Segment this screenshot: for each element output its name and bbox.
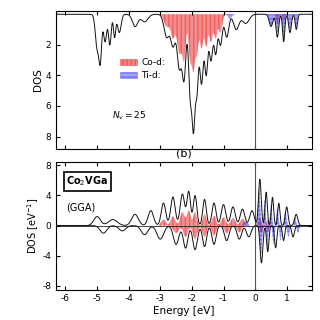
Text: (GGA): (GGA) (66, 203, 95, 212)
X-axis label: Energy [eV]: Energy [eV] (153, 306, 215, 316)
Y-axis label: DOS: DOS (33, 68, 43, 92)
Text: Co$_2$VGa: Co$_2$VGa (66, 174, 108, 188)
Text: $N_v = 25$: $N_v = 25$ (112, 109, 147, 122)
Legend: Co-d:, Ti-d:: Co-d:, Ti-d: (117, 54, 169, 84)
Y-axis label: DOS [eV$^{-1}$]: DOS [eV$^{-1}$] (25, 197, 41, 254)
Text: (b): (b) (176, 148, 192, 158)
